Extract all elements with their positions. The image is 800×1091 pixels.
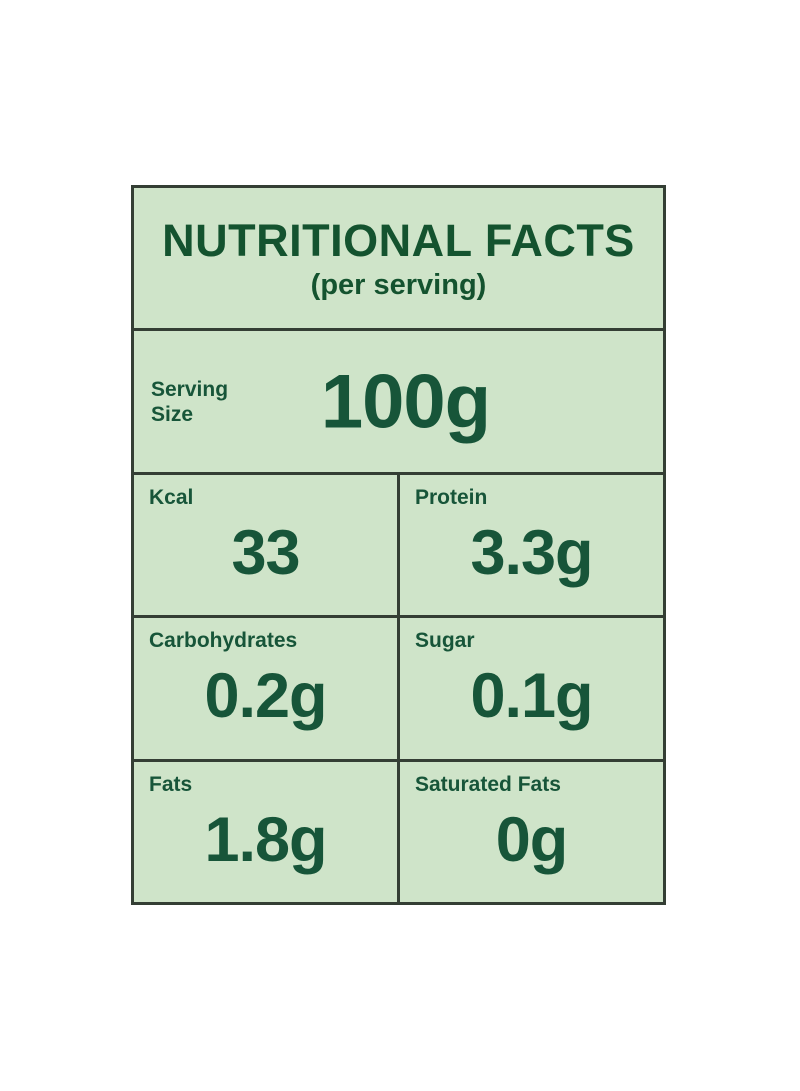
nutrient-value: 3.3g bbox=[470, 517, 593, 588]
nutrient-cell-fats: Fats 1.8g bbox=[134, 761, 397, 902]
nutrient-label: Carbohydrates bbox=[149, 629, 298, 653]
nutrient-cell-carbohydrates: Carbohydrates 0.2g bbox=[134, 618, 397, 759]
nutrient-label: Sugar bbox=[415, 629, 475, 653]
nutrient-value: 0g bbox=[495, 804, 569, 875]
nutrient-cell-kcal: Kcal 33 bbox=[134, 474, 397, 616]
nutrient-cell-sugar: Sugar 0.1g bbox=[400, 618, 663, 759]
nutrient-label: Protein bbox=[415, 485, 488, 509]
serving-size-value: 100g bbox=[320, 359, 491, 445]
nutrient-cell-protein: Protein 3.3g bbox=[400, 474, 663, 616]
nutrient-label: Fats bbox=[149, 772, 193, 796]
serving-size-cell: Serving Size 100g bbox=[134, 331, 663, 472]
nutrient-value: 1.8g bbox=[204, 804, 327, 875]
nutrient-value: 33 bbox=[231, 517, 300, 588]
nutrient-label: Saturated Fats bbox=[415, 772, 561, 796]
nutrient-value: 0.2g bbox=[204, 661, 327, 732]
nutrition-facts-panel: NUTRITIONAL FACTS (per serving) Serving … bbox=[131, 185, 666, 905]
panel-title: NUTRITIONAL FACTS bbox=[162, 214, 635, 266]
nutrient-label: Kcal bbox=[149, 485, 194, 509]
serving-size-label: Serving Size bbox=[151, 376, 228, 426]
header-cell: NUTRITIONAL FACTS (per serving) bbox=[134, 188, 663, 329]
nutrient-cell-saturated-fats: Saturated Fats 0g bbox=[400, 761, 663, 902]
nutrient-value: 0.1g bbox=[470, 661, 593, 732]
serving-size-label-line2: Size bbox=[151, 402, 194, 426]
serving-size-label-line1: Serving bbox=[151, 377, 229, 401]
panel-subtitle: (per serving) bbox=[310, 268, 487, 301]
